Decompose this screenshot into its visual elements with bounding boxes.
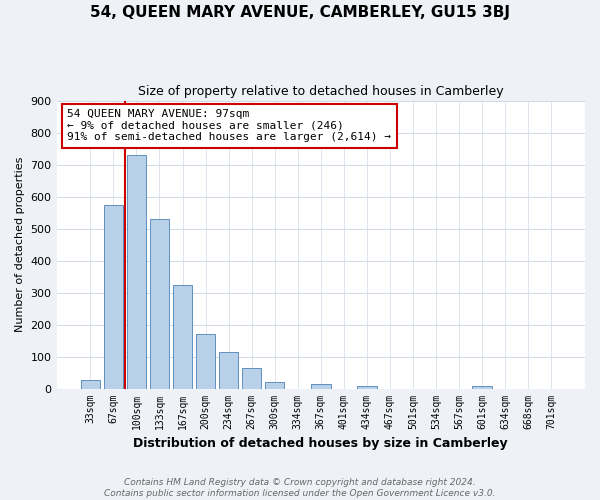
Y-axis label: Number of detached properties: Number of detached properties <box>15 157 25 332</box>
Bar <box>265 382 284 388</box>
Bar <box>104 204 123 388</box>
Bar <box>472 386 492 388</box>
X-axis label: Distribution of detached houses by size in Camberley: Distribution of detached houses by size … <box>133 437 508 450</box>
Text: 54, QUEEN MARY AVENUE, CAMBERLEY, GU15 3BJ: 54, QUEEN MARY AVENUE, CAMBERLEY, GU15 3… <box>90 5 510 20</box>
Bar <box>196 334 215 388</box>
Bar <box>173 284 193 389</box>
Text: 54 QUEEN MARY AVENUE: 97sqm
← 9% of detached houses are smaller (246)
91% of sem: 54 QUEEN MARY AVENUE: 97sqm ← 9% of deta… <box>67 109 391 142</box>
Bar <box>127 155 146 388</box>
Bar <box>149 219 169 388</box>
Text: Contains HM Land Registry data © Crown copyright and database right 2024.
Contai: Contains HM Land Registry data © Crown c… <box>104 478 496 498</box>
Title: Size of property relative to detached houses in Camberley: Size of property relative to detached ho… <box>138 85 503 98</box>
Bar <box>242 368 262 388</box>
Bar <box>219 352 238 389</box>
Bar <box>80 380 100 388</box>
Bar <box>357 386 377 388</box>
Bar <box>311 384 331 388</box>
